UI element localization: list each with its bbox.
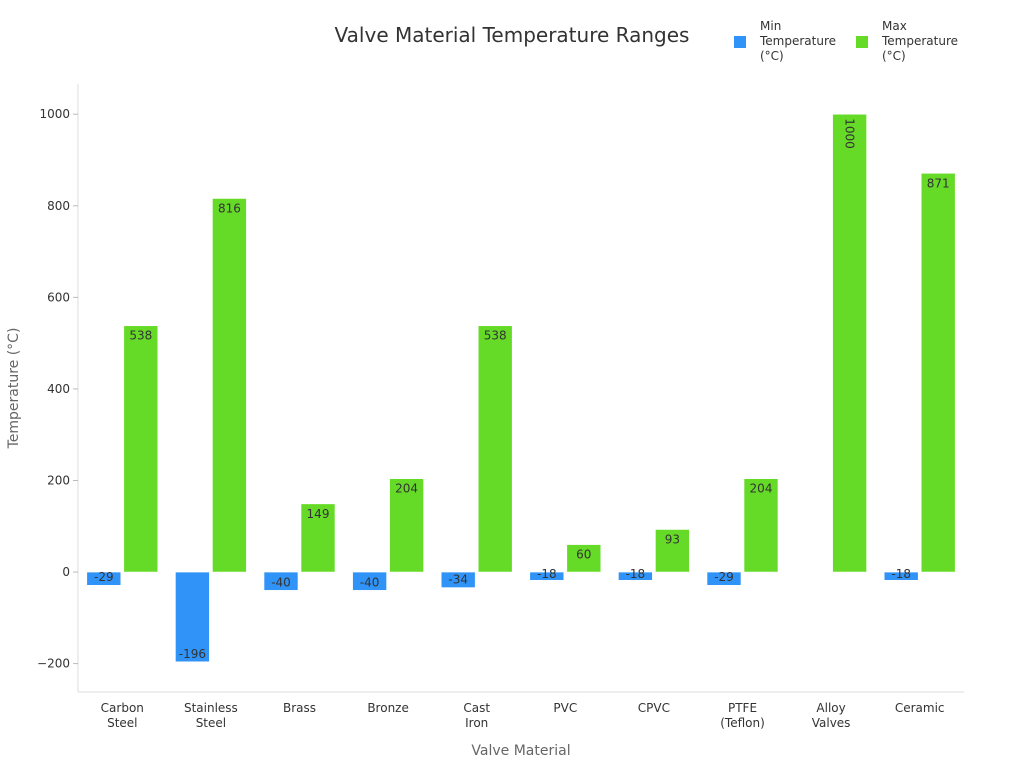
bar-value-label: 93 bbox=[665, 532, 680, 546]
bar-value-label: 538 bbox=[484, 329, 507, 343]
legend: Min Temperature (°C) Max Temperature (°C) bbox=[734, 19, 958, 63]
legend-label: Min Temperature (°C) bbox=[759, 19, 836, 63]
bar[interactable] bbox=[655, 529, 690, 573]
bar[interactable] bbox=[832, 113, 867, 573]
bar-value-label: -196 bbox=[179, 647, 206, 661]
bar-value-label: 149 bbox=[307, 507, 330, 521]
bar[interactable] bbox=[175, 571, 210, 663]
y-ticks: −200 0 200 400 600 800 1000 bbox=[37, 107, 78, 671]
y-tick-label: 1000 bbox=[39, 107, 70, 121]
x-tick-label: CPVC bbox=[638, 701, 670, 715]
x-tick-label: Stainless Steel bbox=[184, 701, 238, 730]
bar-value-label: 204 bbox=[750, 482, 773, 496]
bar-value-label: 204 bbox=[395, 482, 418, 496]
legend-swatch bbox=[734, 36, 746, 48]
y-tick-label: 800 bbox=[47, 199, 70, 213]
bar-value-label: -40 bbox=[271, 575, 291, 589]
bar-value-label: -40 bbox=[360, 575, 380, 589]
bar[interactable] bbox=[123, 325, 159, 573]
bar[interactable] bbox=[212, 198, 247, 573]
bar[interactable] bbox=[920, 172, 956, 573]
bar-value-label: 816 bbox=[218, 201, 241, 215]
x-tick-label: Carbon Steel bbox=[101, 701, 144, 730]
y-axis-title: Temperature (°C) bbox=[6, 328, 22, 450]
x-axis-title: Valve Material bbox=[471, 743, 570, 759]
bar-value-label: -29 bbox=[714, 570, 734, 584]
bars: -29 538 -196 816 -40 149 -40 204 -34 538 -18 60 -18 9… bbox=[86, 113, 956, 663]
bar-value-label: 871 bbox=[927, 176, 950, 190]
bar-value-label: -34 bbox=[448, 573, 468, 587]
bar-value-label: -18 bbox=[626, 567, 646, 581]
chart-title: Valve Material Temperature Ranges bbox=[335, 23, 690, 47]
bar-value-label: -18 bbox=[891, 567, 911, 581]
x-ticks: Carbon Steel Stainless Steel Brass Bronze Cast… bbox=[101, 701, 945, 730]
bar-value-label: 60 bbox=[576, 548, 591, 562]
bar-value-label: -18 bbox=[537, 567, 557, 581]
bar[interactable] bbox=[389, 478, 424, 573]
y-tick-label: 0 bbox=[62, 565, 70, 579]
x-tick-label: PVC bbox=[553, 701, 577, 715]
y-tick-label: 400 bbox=[47, 382, 70, 396]
bar[interactable] bbox=[706, 571, 742, 586]
bar[interactable] bbox=[263, 571, 299, 591]
bar-value-label: 1000 bbox=[843, 118, 857, 149]
axes bbox=[77, 84, 964, 693]
bar-value-label: 538 bbox=[129, 329, 152, 343]
legend-swatch bbox=[856, 36, 868, 48]
bar[interactable] bbox=[477, 325, 513, 573]
x-tick-label: PTFE (Teflon) bbox=[720, 701, 765, 730]
bar[interactable] bbox=[86, 571, 122, 586]
bar[interactable] bbox=[618, 571, 653, 581]
bar[interactable] bbox=[529, 571, 565, 581]
y-tick-label: 200 bbox=[47, 473, 70, 487]
x-tick-label: Cast Iron bbox=[463, 701, 490, 730]
x-tick-label: Alloy Valves bbox=[812, 701, 851, 730]
x-tick-label: Ceramic bbox=[895, 701, 945, 715]
legend-label: Max Temperature (°C) bbox=[881, 19, 958, 63]
bar[interactable] bbox=[795, 571, 830, 573]
y-tick-label: 600 bbox=[47, 290, 70, 304]
bar-value-label: -29 bbox=[94, 570, 114, 584]
x-tick-label: Bronze bbox=[367, 701, 409, 715]
bar[interactable] bbox=[352, 571, 387, 591]
bar[interactable] bbox=[883, 571, 919, 581]
bar[interactable] bbox=[743, 478, 779, 573]
bar[interactable] bbox=[566, 544, 602, 573]
bar[interactable] bbox=[300, 503, 336, 573]
x-tick-label: Brass bbox=[283, 701, 316, 715]
bar[interactable] bbox=[440, 571, 476, 588]
y-tick-label: −200 bbox=[37, 657, 70, 671]
